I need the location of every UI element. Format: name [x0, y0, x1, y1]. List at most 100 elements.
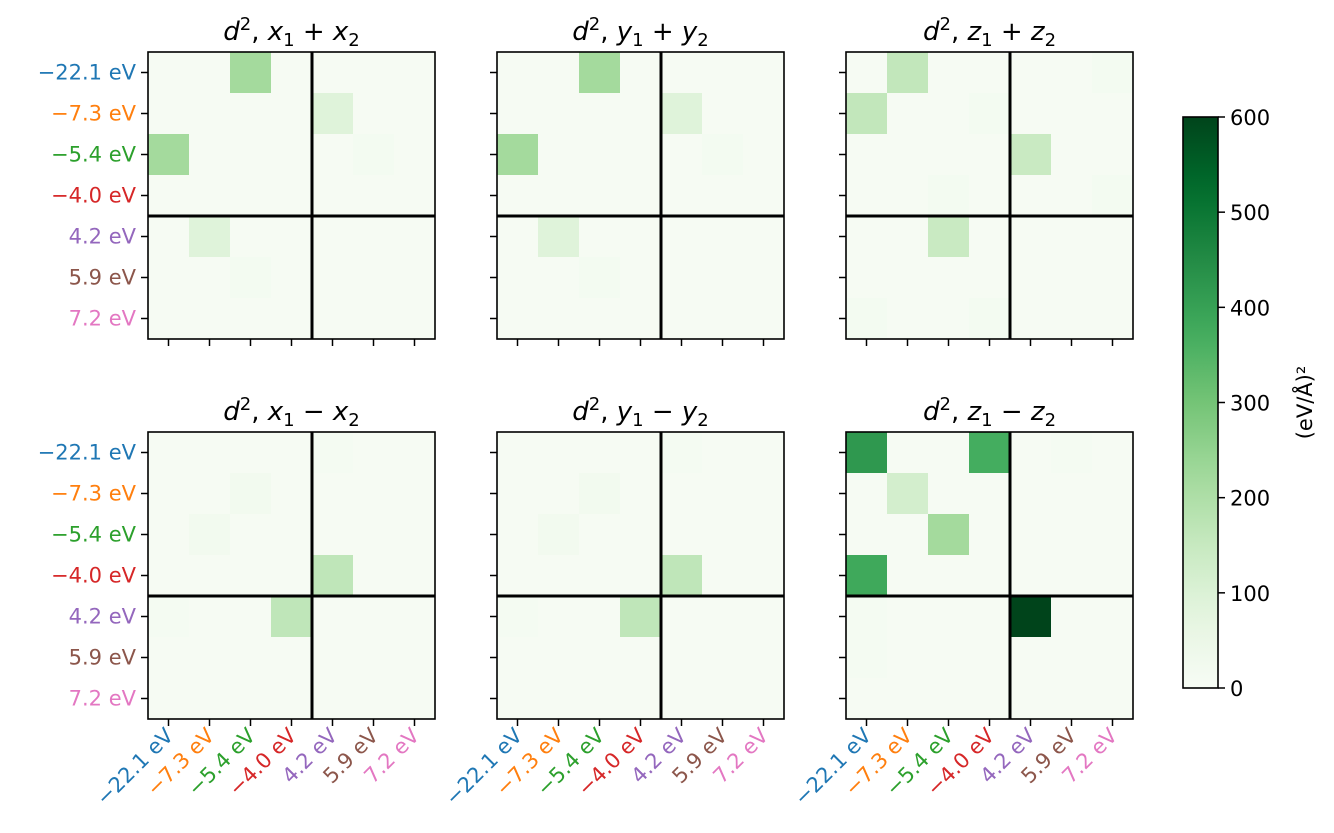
heatmap-cell — [230, 596, 272, 638]
heatmap-cell — [579, 637, 621, 679]
heatmap-panel: −22.1 eV −7.3 eV −5.4 eV −4.0 eV 4.2 eV 5.9 e… — [38, 394, 436, 810]
heatmap-cell — [148, 473, 190, 515]
heatmap-cell — [743, 678, 785, 720]
heatmap-cell — [538, 432, 580, 474]
heatmap-cell — [271, 514, 313, 556]
heatmap-cell — [928, 473, 970, 515]
heatmap-cell — [620, 52, 662, 94]
heatmap-cell — [353, 596, 395, 638]
heatmap-cell — [620, 93, 662, 135]
heatmap-cell — [148, 134, 190, 176]
heatmap-cell — [312, 678, 354, 720]
heatmap-cell — [1092, 432, 1134, 474]
y-tick-label: −5.4 eV — [51, 523, 137, 547]
heatmap-cell — [1010, 216, 1052, 258]
heatmap-cell — [579, 298, 621, 340]
heatmap-cell — [887, 175, 929, 217]
heatmap-cell — [1092, 473, 1134, 515]
heatmap-cell — [148, 596, 190, 638]
y-tick-label: 7.2 eV — [69, 307, 137, 331]
heatmap-cell — [497, 257, 539, 299]
heatmap-cell — [702, 175, 744, 217]
heatmap-cell — [1051, 432, 1093, 474]
heatmap-cell — [271, 298, 313, 340]
heatmap-cell — [887, 134, 929, 176]
heatmap-cell — [743, 93, 785, 135]
heatmap-cell — [148, 678, 190, 720]
heatmap-cell — [394, 216, 436, 258]
heatmap-cell — [846, 514, 888, 556]
heatmap-cell — [230, 514, 272, 556]
heatmap-cell — [148, 52, 190, 94]
heatmap-cell — [846, 596, 888, 638]
heatmap-cell — [579, 134, 621, 176]
colorbar-tick-label: 500 — [1230, 201, 1270, 225]
heatmap-cell — [661, 298, 703, 340]
heatmap-cell — [1051, 596, 1093, 638]
panel-title: d2, z1 − z2 — [923, 394, 1056, 431]
heatmap-cell — [928, 93, 970, 135]
heatmap-cell — [538, 93, 580, 135]
heatmap-cell — [1051, 257, 1093, 299]
heatmap-cell — [230, 432, 272, 474]
heatmap-cell — [271, 216, 313, 258]
heatmap-cell — [394, 596, 436, 638]
heatmap-cell — [1051, 555, 1093, 597]
heatmap-cell — [887, 93, 929, 135]
heatmap-cell — [1051, 175, 1093, 217]
heatmap-cell — [538, 216, 580, 258]
heatmap-cell — [969, 596, 1011, 638]
heatmap-cell — [661, 216, 703, 258]
heatmap-cell — [1010, 175, 1052, 217]
heatmap-cell — [743, 555, 785, 597]
heatmap-cell — [497, 514, 539, 556]
heatmap-cell — [230, 473, 272, 515]
heatmap-cell — [271, 473, 313, 515]
heatmap-cell — [271, 678, 313, 720]
heatmap-cell — [1051, 473, 1093, 515]
heatmap-cell — [928, 175, 970, 217]
heatmap-cell — [497, 134, 539, 176]
heatmap-cell — [1051, 637, 1093, 679]
heatmap-cell — [969, 216, 1011, 258]
heatmap-cell — [538, 473, 580, 515]
heatmap-cell — [230, 216, 272, 258]
heatmap-cell — [702, 134, 744, 176]
colorbar-tick-label: 400 — [1230, 296, 1270, 320]
heatmap-cell — [189, 637, 231, 679]
heatmap-cell — [1010, 52, 1052, 94]
heatmap-cell — [661, 555, 703, 597]
heatmap-cell — [579, 257, 621, 299]
heatmap-cell — [353, 298, 395, 340]
y-tick-label: 4.2 eV — [69, 225, 137, 249]
heatmap-cell — [887, 216, 929, 258]
y-tick-label: 4.2 eV — [69, 605, 137, 629]
heatmap-cell — [353, 555, 395, 597]
heatmap-cell — [969, 93, 1011, 135]
heatmap-cell — [928, 52, 970, 94]
heatmap-cell — [148, 298, 190, 340]
heatmap-cell — [928, 257, 970, 299]
heatmap-cell — [846, 257, 888, 299]
heatmap-cell — [394, 514, 436, 556]
heatmap-cell — [538, 596, 580, 638]
colorbar-tick-label: 200 — [1230, 487, 1270, 511]
heatmap-cell — [846, 216, 888, 258]
colorbar-label: (eV/Å)² — [1291, 366, 1317, 440]
panel-title: d2, z1 + z2 — [923, 14, 1056, 51]
heatmap-cell — [661, 678, 703, 720]
heatmap-cell — [702, 678, 744, 720]
heatmap-cell — [743, 134, 785, 176]
heatmap-cell — [353, 432, 395, 474]
heatmap-cell — [579, 596, 621, 638]
heatmap-cell — [1010, 514, 1052, 556]
heatmap-cell — [1092, 298, 1134, 340]
heatmap-cell — [1010, 678, 1052, 720]
heatmap-cell — [969, 134, 1011, 176]
heatmap-cell — [271, 432, 313, 474]
heatmap-cell — [846, 432, 888, 474]
heatmap-cell — [353, 257, 395, 299]
heatmap-cell — [394, 257, 436, 299]
heatmap-cell — [1010, 596, 1052, 638]
heatmap-cell — [702, 637, 744, 679]
